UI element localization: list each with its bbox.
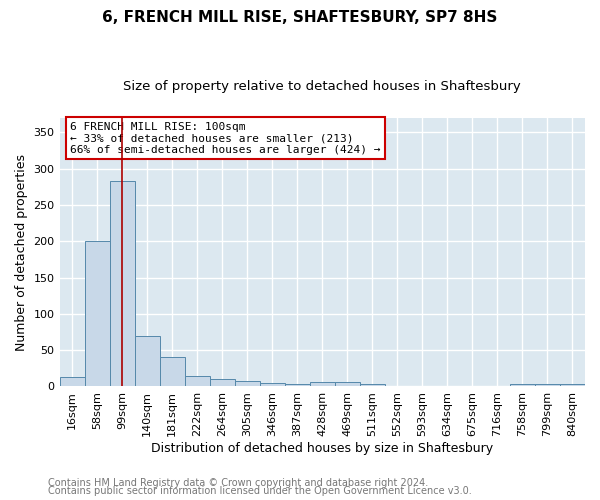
X-axis label: Distribution of detached houses by size in Shaftesbury: Distribution of detached houses by size …: [151, 442, 493, 455]
Bar: [134, 336, 160, 386]
Text: 6 FRENCH MILL RISE: 100sqm
← 33% of detached houses are smaller (213)
66% of sem: 6 FRENCH MILL RISE: 100sqm ← 33% of deta…: [70, 122, 380, 155]
Bar: [260, 383, 285, 386]
Bar: [110, 181, 134, 386]
Bar: [310, 382, 335, 386]
Bar: [209, 379, 235, 386]
Text: Contains public sector information licensed under the Open Government Licence v3: Contains public sector information licen…: [48, 486, 472, 496]
Bar: [510, 384, 535, 386]
Bar: [360, 384, 385, 386]
Bar: [535, 384, 560, 386]
Bar: [185, 376, 209, 386]
Bar: [335, 382, 360, 386]
Bar: [85, 241, 110, 386]
Bar: [235, 382, 260, 386]
Bar: [285, 384, 310, 386]
Text: 6, FRENCH MILL RISE, SHAFTESBURY, SP7 8HS: 6, FRENCH MILL RISE, SHAFTESBURY, SP7 8H…: [103, 10, 497, 25]
Bar: [560, 384, 585, 386]
Bar: [59, 377, 85, 386]
Text: Contains HM Land Registry data © Crown copyright and database right 2024.: Contains HM Land Registry data © Crown c…: [48, 478, 428, 488]
Y-axis label: Number of detached properties: Number of detached properties: [15, 154, 28, 350]
Bar: [160, 358, 185, 386]
Title: Size of property relative to detached houses in Shaftesbury: Size of property relative to detached ho…: [124, 80, 521, 93]
